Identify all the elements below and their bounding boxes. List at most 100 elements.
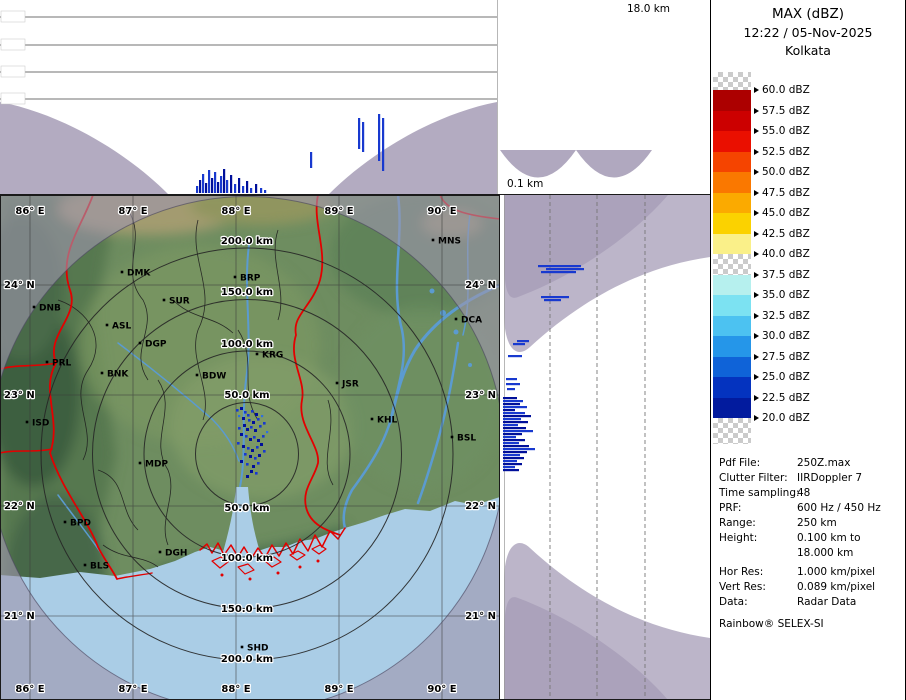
latitude-label: 23° N <box>4 390 35 401</box>
info-row: 18.000 km <box>719 546 903 561</box>
colorbar-cell <box>713 254 751 275</box>
latitude-label: 21° N <box>4 611 35 622</box>
city-marker <box>46 361 49 364</box>
colorbar-cell <box>713 295 751 316</box>
city-label: BNK <box>107 370 129 380</box>
software-brand: Rainbow® SELEX-SI <box>719 618 824 630</box>
city-label: BPD <box>70 519 91 529</box>
city-marker <box>336 382 339 385</box>
colorbar-tick-label: 47.5 dBZ <box>754 187 810 199</box>
ns-cross-section-panel <box>500 195 710 700</box>
colorbar-cell <box>713 131 751 152</box>
city-label: DGH <box>165 549 187 559</box>
city-label: BDW <box>202 372 226 382</box>
city-label: MDP <box>145 460 168 470</box>
city-label: DGP <box>145 340 167 350</box>
colorbar-tick-label: 50.0 dBZ <box>754 166 810 178</box>
latitude-label: 24° N <box>465 280 496 291</box>
colorbar-cell <box>713 398 751 419</box>
city-marker <box>84 564 87 567</box>
info-row: Pdf File:250Z.max <box>719 456 903 471</box>
city-marker <box>121 271 124 274</box>
city-marker <box>432 239 435 242</box>
city-label: DNB <box>39 304 61 314</box>
colorbar-cell <box>713 316 751 337</box>
longitude-label: 88° E <box>221 684 250 695</box>
colorbar-tick-label: 52.5 dBZ <box>754 146 810 158</box>
info-row: Data:Radar Data <box>719 595 903 610</box>
range-ring-label: 100.0 km <box>221 553 273 564</box>
range-ring-label: 200.0 km <box>221 236 273 247</box>
range-ring-label: 150.0 km <box>221 287 273 298</box>
colorbar-cell <box>713 152 751 173</box>
colorbar-cell <box>713 234 751 255</box>
city-marker <box>101 372 104 375</box>
city-label: KHL <box>377 416 398 426</box>
info-row: PRF:600 Hz / 450 Hz <box>719 501 903 516</box>
colorbar-cell <box>713 172 751 193</box>
city-label: DCA <box>461 316 482 326</box>
longitude-label: 90° E <box>427 206 456 217</box>
city-marker <box>196 374 199 377</box>
city-marker <box>64 521 67 524</box>
city-marker <box>33 306 36 309</box>
colorbar-cell <box>713 90 751 111</box>
city-marker <box>139 462 142 465</box>
colorbar-tick-label: 40.0 dBZ <box>754 248 810 260</box>
colorbar-tick-label: 35.0 dBZ <box>754 289 810 301</box>
latitude-label: 24° N <box>4 280 35 291</box>
city-label: BLS <box>90 562 109 572</box>
latitude-label: 21° N <box>465 611 496 622</box>
height-axis-min-label: 0.1 km <box>507 178 543 190</box>
city-label: BSL <box>457 434 476 444</box>
ew-cross-section-panel <box>0 0 710 195</box>
city-label: BRP <box>240 274 261 284</box>
latitude-label: 22° N <box>465 501 496 512</box>
colorbar-cell <box>713 418 751 444</box>
colorbar-tick-label: 37.5 dBZ <box>754 269 810 281</box>
longitude-label: 87° E <box>118 206 147 217</box>
city-marker <box>106 324 109 327</box>
colorbar-tick-label: 55.0 dBZ <box>754 125 810 137</box>
legend-panel: MAX (dBZ) 12:22 / 05-Nov-2025 Kolkata 60… <box>710 0 906 700</box>
info-row: Time sampling:48 <box>719 486 903 501</box>
colorbar-cell <box>713 357 751 378</box>
longitude-label: 86° E <box>15 684 44 695</box>
colorbar-cell <box>713 275 751 296</box>
city-label: SHD <box>247 644 269 654</box>
longitude-label: 87° E <box>118 684 147 695</box>
colorbar-cell <box>713 377 751 398</box>
info-row: Range:250 km <box>719 516 903 531</box>
city-marker <box>159 551 162 554</box>
info-row: Hor Res:1.000 km/pixel <box>719 565 903 580</box>
radar-application-window: 200.0 km150.0 km100.0 km50.0 km50.0 km10… <box>0 0 906 700</box>
colorbar-tick-label: 45.0 dBZ <box>754 207 810 219</box>
colorbar-tick-label: 32.5 dBZ <box>754 310 810 322</box>
longitude-label: 86° E <box>15 206 44 217</box>
info-row: Height:0.100 km to <box>719 531 903 546</box>
colorbar-tick-label: 25.0 dBZ <box>754 371 810 383</box>
city-marker <box>26 421 29 424</box>
city-label: SUR <box>169 297 190 307</box>
info-row: Vert Res:0.089 km/pixel <box>719 580 903 595</box>
colorbar-cell <box>713 72 751 90</box>
range-ring-label: 150.0 km <box>221 604 273 615</box>
city-label: ISD <box>32 419 49 429</box>
city-label: JSR <box>341 380 359 390</box>
colorbar-tick-label: 27.5 dBZ <box>754 351 810 363</box>
city-marker <box>455 318 458 321</box>
longitude-label: 88° E <box>221 206 250 217</box>
city-marker <box>234 276 237 279</box>
colorbar-cell <box>713 336 751 357</box>
latitude-label: 22° N <box>4 501 35 512</box>
city-marker <box>241 646 244 649</box>
range-ring-label: 100.0 km <box>221 339 273 350</box>
city-marker <box>163 299 166 302</box>
product-info-list: Pdf File:250Z.maxClutter Filter:IIRDoppl… <box>719 456 903 610</box>
city-marker <box>256 353 259 356</box>
range-ring-label: 50.0 km <box>224 390 269 401</box>
colorbar-tick-label: 57.5 dBZ <box>754 105 810 117</box>
radar-map-panel: 200.0 km150.0 km100.0 km50.0 km50.0 km10… <box>0 195 500 700</box>
longitude-label: 90° E <box>427 684 456 695</box>
city-label: PRL <box>52 359 72 369</box>
